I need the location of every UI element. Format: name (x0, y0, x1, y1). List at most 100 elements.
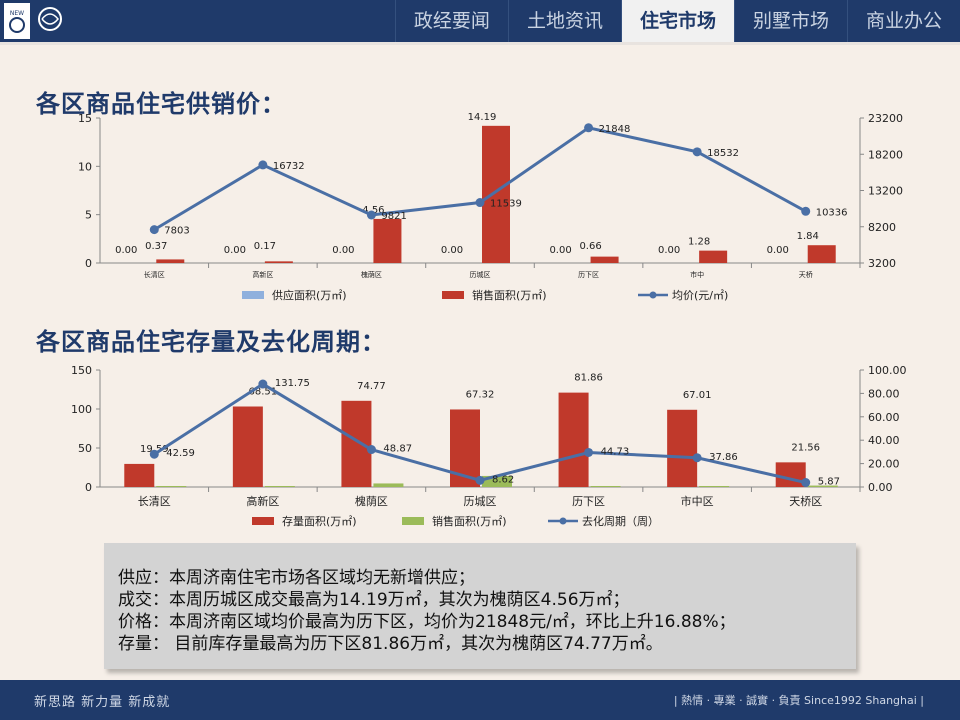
tab-2[interactable]: 住宅市场 (620, 0, 734, 42)
bar-1 (264, 261, 293, 263)
line-point (366, 445, 376, 455)
note-supply: 供应：本周济南住宅市场各区域均无新增供应； (118, 568, 475, 588)
bar-0 (775, 462, 806, 487)
x-tick-label: 天桥区 (789, 495, 822, 508)
inventory-label: 67.01 (683, 390, 712, 401)
logo-icon: NEW (4, 3, 62, 39)
x-tick-label: 历下区 (578, 271, 599, 279)
bar-0 (667, 409, 698, 487)
sales-label: 1.28 (688, 237, 710, 248)
line-point (584, 123, 594, 133)
supply-label: 0.00 (549, 245, 571, 256)
y-left-tick-label: 50 (78, 442, 92, 455)
x-tick-label: 长清区 (138, 495, 171, 508)
supply-sales-price-chart: 0 5 10 15 3200 8200 13200 18200 23200 长清区 高新区 槐荫区 历城… (78, 112, 903, 302)
y-left-tick-label: 100 (71, 403, 92, 416)
cycle-label: 37.86 (709, 452, 738, 463)
price-label: 18532 (707, 148, 739, 159)
y-left-tick-label: 150 (71, 364, 92, 377)
tab-3[interactable]: 别墅市场 (733, 0, 847, 42)
y-right-tick-label: 0.00 (868, 481, 893, 494)
y-right-tick-label: 40.00 (868, 434, 900, 447)
inventory-cycle-title: 各区商品住宅存量及去化周期： (36, 328, 386, 356)
line-point (475, 475, 485, 485)
bar-1 (482, 475, 512, 487)
line-point (258, 160, 268, 170)
x-tick-label: 历城区 (470, 271, 491, 279)
y-right-tick-label: 3200 (868, 257, 896, 270)
legend-swatch (252, 517, 274, 525)
top-navigation-bar: NEW 政经要闻 土地资讯 住宅市场 别墅市场 商业办公 (0, 0, 960, 42)
legend-swatch (442, 291, 464, 299)
main-tabs: 政经要闻 土地资讯 住宅市场 别墅市场 商业办公 (394, 0, 960, 42)
x-tick-label: 槐荫区 (355, 494, 388, 508)
legend-swatch (242, 291, 264, 299)
line-point (801, 206, 811, 216)
legend-label: 均价(元/㎡) (672, 289, 728, 302)
x-tick-label: 高新区 (246, 494, 279, 508)
line-point (584, 447, 594, 457)
footer-slogan: 新思路 新力量 新成就 (34, 695, 171, 710)
y-right-tick-label: 100.00 (868, 364, 907, 377)
supply-label: 0.00 (332, 245, 354, 256)
price-label: 21848 (599, 124, 631, 135)
line-point (475, 198, 485, 208)
legend-swatch (402, 517, 424, 525)
sales-label: 1.84 (797, 231, 819, 242)
legend-label: 销售面积(万㎡) (432, 514, 507, 528)
tab-1[interactable]: 土地资讯 (507, 0, 621, 42)
inventory-cycle-chart: 0 50 100 150 0.00 20.00 40.00 60.00 80.00 100.00 长… (71, 364, 907, 528)
legend-label: 去化周期（周） (582, 514, 659, 528)
footer-bar: 新思路 新力量 新成就 | 熱情 · 專業 · 誠實 · 負責 Since199… (0, 680, 960, 720)
legend-label: 存量面积(万㎡) (282, 514, 357, 528)
x-tick-label: 历下区 (572, 495, 605, 508)
line-point (692, 453, 702, 463)
footer-motto: | 熱情 · 專業 · 誠實 · 負責 Since1992 Shanghai | (673, 694, 924, 707)
legend-marker (649, 291, 657, 299)
price-label: 7803 (164, 226, 189, 237)
bar-1 (264, 486, 295, 487)
line-point (801, 478, 811, 488)
legend-label: 供应面积(万㎡) (272, 288, 347, 302)
y-left-tick-label: 0 (85, 481, 92, 494)
bar-1 (373, 483, 404, 487)
inventory-label: 68.51 (249, 387, 278, 398)
bar-1 (156, 486, 187, 487)
bar-1 (373, 218, 402, 263)
bar-0 (124, 463, 155, 487)
x-tick-label: 市中 (690, 270, 704, 279)
x-tick-label: 长清区 (144, 270, 165, 279)
svg-text:NEW: NEW (10, 10, 24, 17)
bar-1 (807, 485, 838, 487)
note-price: 价格：本周济南区域均价最高为历下区，均价为21848元/㎡，环比上升16.88%… (118, 612, 736, 632)
company-logo: NEW (4, 3, 86, 39)
supply-label: 0.00 (658, 245, 680, 256)
x-tick-label: 高新区 (252, 270, 273, 279)
supply-label: 0.00 (115, 245, 137, 256)
supply-label: 0.00 (441, 245, 463, 256)
sales-label: 0.37 (145, 241, 167, 252)
sales-label: 4.56 (362, 205, 384, 216)
sales-label: 0.17 (254, 241, 276, 252)
cycle-label: 48.87 (383, 444, 412, 455)
bar-1 (590, 256, 619, 263)
inventory-label: 74.77 (357, 381, 386, 392)
x-tick-label: 槐荫区 (361, 270, 382, 279)
y-right-tick-label: 8200 (868, 221, 896, 234)
tab-4[interactable]: 商业办公 (846, 0, 960, 42)
x-tick-label: 天桥 (799, 270, 813, 279)
y-left-tick-label: 15 (78, 112, 92, 125)
cycle-label: 42.59 (166, 448, 195, 459)
tab-0[interactable]: 政经要闻 (394, 0, 508, 42)
summary-notes: 供应：本周济南住宅市场各区域均无新增供应； 成交：本周历城区成交最高为14.19… (104, 543, 856, 669)
y-left-tick-label: 10 (78, 160, 92, 173)
bar-1 (807, 245, 836, 263)
x-tick-label: 市中区 (681, 494, 714, 508)
bar-1 (482, 125, 510, 263)
bar-0 (232, 406, 263, 487)
bar-0 (558, 392, 589, 487)
y-right-tick-label: 20.00 (868, 458, 900, 471)
note-transaction: 成交：本周历城区成交最高为14.19万㎡，其次为槐荫区4.56万㎡； (118, 590, 630, 610)
cycle-label: 44.73 (601, 446, 630, 457)
line-series (153, 126, 807, 231)
